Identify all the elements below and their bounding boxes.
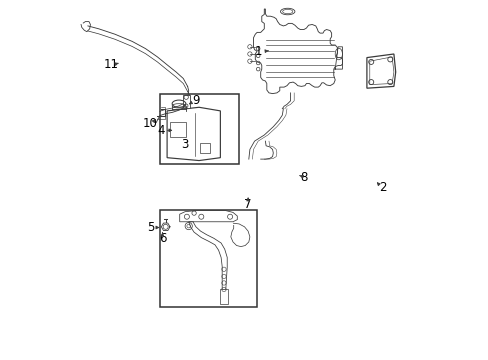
Text: 6: 6 — [158, 232, 166, 245]
Text: 10: 10 — [142, 117, 157, 130]
Text: 8: 8 — [300, 171, 307, 184]
Bar — [160, 210, 257, 307]
Text: 9: 9 — [192, 94, 199, 107]
Text: 3: 3 — [181, 138, 188, 150]
Bar — [160, 94, 239, 164]
Bar — [220, 289, 227, 304]
Bar — [182, 95, 189, 108]
Text: 4: 4 — [157, 124, 164, 137]
Bar — [170, 122, 186, 137]
Bar — [200, 143, 210, 153]
Text: 11: 11 — [103, 58, 119, 71]
Text: 2: 2 — [379, 181, 386, 194]
Text: 5: 5 — [147, 221, 154, 234]
Text: 7: 7 — [244, 198, 251, 211]
Text: 1: 1 — [254, 45, 262, 58]
